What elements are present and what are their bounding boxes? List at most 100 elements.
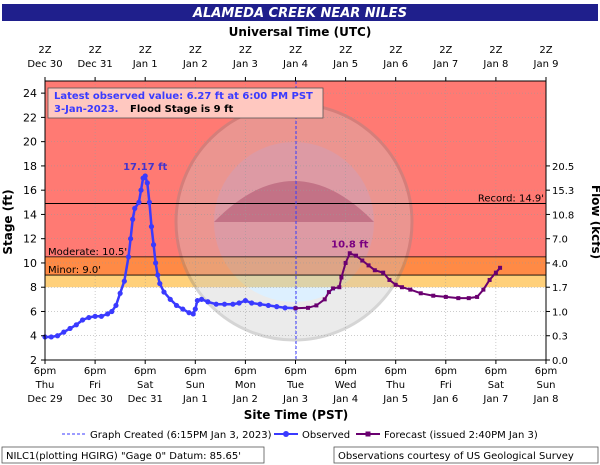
series-layer: 17.17 ft 10.8 ft xyxy=(42,162,503,340)
observed-point xyxy=(236,300,242,306)
y-tick-label: 22 xyxy=(23,111,37,124)
footer: NILC1(plotting HGIRG) "Gage 0" Datum: 85… xyxy=(1,446,599,464)
observed-point xyxy=(186,310,192,316)
observed-point xyxy=(136,199,142,205)
x-tick-date: Jan 7 xyxy=(482,394,508,405)
x-tick-day: Thu xyxy=(35,380,55,391)
observed-point xyxy=(153,260,159,266)
x-tick-date: Dec 31 xyxy=(128,394,163,405)
observed-point xyxy=(98,313,104,319)
observed-point xyxy=(242,297,248,304)
top-tick-time: 2Z xyxy=(88,45,101,56)
x-tick-day: Mon xyxy=(235,380,256,391)
y-tick-label: 10 xyxy=(23,257,37,270)
flow-tick-label: 4.0 xyxy=(552,259,568,270)
forecast-point xyxy=(337,285,342,290)
x-tick-day: Fri xyxy=(440,380,452,391)
minor-zone xyxy=(45,275,546,288)
observed-point xyxy=(230,301,236,307)
x-tick-date: Jan 1 xyxy=(182,394,208,405)
flow-tick-label: 7.0 xyxy=(552,235,568,246)
observed-point xyxy=(92,313,98,319)
top-tick-date: Jan 5 xyxy=(332,59,358,70)
legend-observed: Observed xyxy=(302,430,350,441)
x-tick-date: Jan 3 xyxy=(282,394,308,405)
top-tick-time: 2Z xyxy=(439,45,452,56)
moderate-label: Moderate: 10.5' xyxy=(48,247,127,258)
observed-peak-label: 17.17 ft xyxy=(123,162,167,173)
y-tick-label: 20 xyxy=(23,136,37,149)
observed-point xyxy=(138,187,144,193)
observed-point xyxy=(142,173,148,179)
top-tick-date: Dec 30 xyxy=(27,59,62,70)
top-tick-date: Jan 3 xyxy=(232,59,258,70)
observed-point xyxy=(127,236,134,242)
top-tick-date: Jan 2 xyxy=(182,59,208,70)
observed-point xyxy=(167,296,173,302)
top-tick-date: Jan 9 xyxy=(533,59,559,70)
observed-point xyxy=(146,199,152,205)
top-tick-date: Dec 31 xyxy=(77,59,112,70)
observed-point xyxy=(249,300,255,306)
x-tick-time: 6pm xyxy=(334,366,356,377)
left-axis-title: Stage (ft) xyxy=(1,189,15,254)
forecast-point xyxy=(322,297,327,302)
observed-point xyxy=(282,305,288,311)
forecast-point xyxy=(475,294,480,299)
observed-point xyxy=(105,311,111,317)
y-tick-label: 16 xyxy=(23,184,37,197)
x-tick-time: 6pm xyxy=(84,366,106,377)
latest-line1: Latest observed value: 6.27 ft at 6:00 P… xyxy=(54,91,313,102)
forecast-point xyxy=(293,306,298,311)
observed-point xyxy=(148,223,155,230)
x-tick-date: Dec 29 xyxy=(27,394,62,405)
x-tick-day: Sat xyxy=(137,380,153,391)
x-tick-date: Jan 6 xyxy=(432,394,458,405)
forecast-point xyxy=(339,275,344,280)
top-tick-time: 2Z xyxy=(38,45,51,56)
observed-point xyxy=(155,272,161,278)
footer-datum: NILC1(plotting HGIRG) "Gage 0" Datum: 85… xyxy=(6,451,241,462)
forecast-point xyxy=(466,296,471,301)
flood-stage-note: Flood Stage is 9 ft xyxy=(130,104,233,115)
forecast-point xyxy=(343,260,348,265)
y-tick-label: 24 xyxy=(23,87,37,100)
observed-point xyxy=(221,301,228,307)
observed-point xyxy=(144,180,150,186)
x-tick-date: Jan 4 xyxy=(332,394,358,405)
x-tick-date: Jan 2 xyxy=(232,394,258,405)
forecast-peak-label: 10.8 ft xyxy=(331,239,369,250)
forecast-point xyxy=(481,287,486,292)
flow-tick-label: 10.8 xyxy=(552,210,574,221)
y-tick-label: 8 xyxy=(30,281,37,294)
y-tick-label: 2 xyxy=(30,354,37,367)
latest-line2: 3-Jan-2023. xyxy=(54,104,118,115)
forecast-point xyxy=(443,294,448,299)
forecast-point xyxy=(498,265,503,270)
top-tick-time: 2Z xyxy=(389,45,402,56)
chart-title: ALAMEDA CREEK NEAR NILES xyxy=(192,6,407,21)
footer-credit: Observations courtesy of US Geological S… xyxy=(338,451,574,462)
y-tick-label: 4 xyxy=(30,330,37,343)
observed-point xyxy=(130,216,136,222)
observed-point xyxy=(132,205,138,211)
forecast-point xyxy=(493,270,498,275)
record-label: Record: 14.9' xyxy=(478,194,544,205)
x-tick-time: 6pm xyxy=(384,366,406,377)
x-tick-date: Jan 5 xyxy=(382,394,408,405)
observed-point xyxy=(48,334,54,340)
observed-point xyxy=(125,254,132,260)
forecast-point xyxy=(487,277,492,282)
x-tick-day: Wed xyxy=(335,380,357,391)
y-tick-label: 6 xyxy=(30,305,37,318)
observed-point xyxy=(54,333,61,339)
forecast-point xyxy=(418,291,423,296)
observed-point xyxy=(73,322,79,328)
top-tick-time: 2Z xyxy=(339,45,352,56)
forecast-point xyxy=(387,277,392,282)
observed-point xyxy=(113,302,119,309)
forecast-point xyxy=(366,263,371,268)
observed-point xyxy=(198,296,205,302)
x-tick-day: Sun xyxy=(536,380,555,391)
title-bar xyxy=(2,4,598,21)
